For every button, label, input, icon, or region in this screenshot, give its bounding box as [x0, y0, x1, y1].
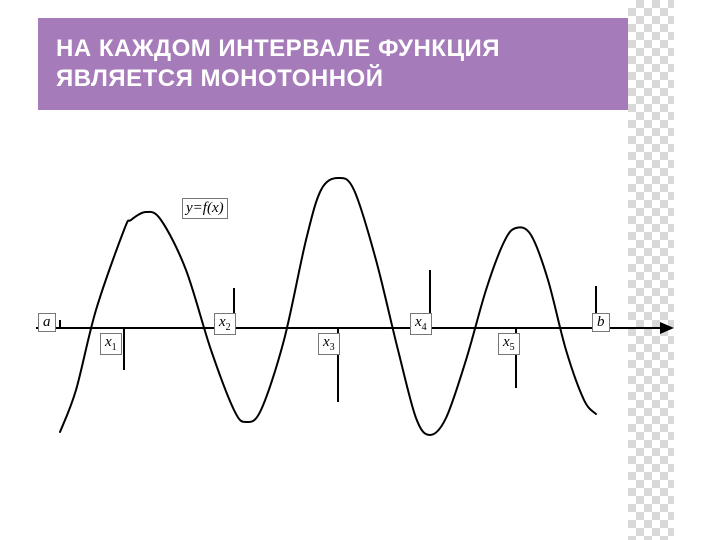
- function-chart: y=f(x) a b x1 x2 x3 x4 x5: [36, 170, 676, 460]
- x-axis-label-a: a: [38, 313, 56, 332]
- chart-svg: [36, 170, 676, 460]
- x-axis-label-x5: x5: [498, 333, 520, 355]
- slide-title-text: НА КАЖДОМ ИНТЕРВАЛЕ ФУНКЦИЯ ЯВЛЯЕТСЯ МОН…: [56, 34, 610, 94]
- x-axis-label-x1: x1: [100, 333, 122, 355]
- label-b-text: b: [597, 314, 605, 330]
- function-label-text: y=f(x): [186, 200, 224, 216]
- x-axis-label-x3: x3: [318, 333, 340, 355]
- x-axis-label-b: b: [592, 313, 610, 332]
- slide-title: НА КАЖДОМ ИНТЕРВАЛЕ ФУНКЦИЯ ЯВЛЯЕТСЯ МОН…: [38, 18, 628, 110]
- function-label: y=f(x): [182, 198, 228, 219]
- x-axis-label-x4: x4: [410, 313, 432, 335]
- label-a-text: a: [43, 314, 51, 330]
- slide: НА КАЖДОМ ИНТЕРВАЛЕ ФУНКЦИЯ ЯВЛЯЕТСЯ МОН…: [0, 0, 720, 540]
- x-axis-label-x2: x2: [214, 313, 236, 335]
